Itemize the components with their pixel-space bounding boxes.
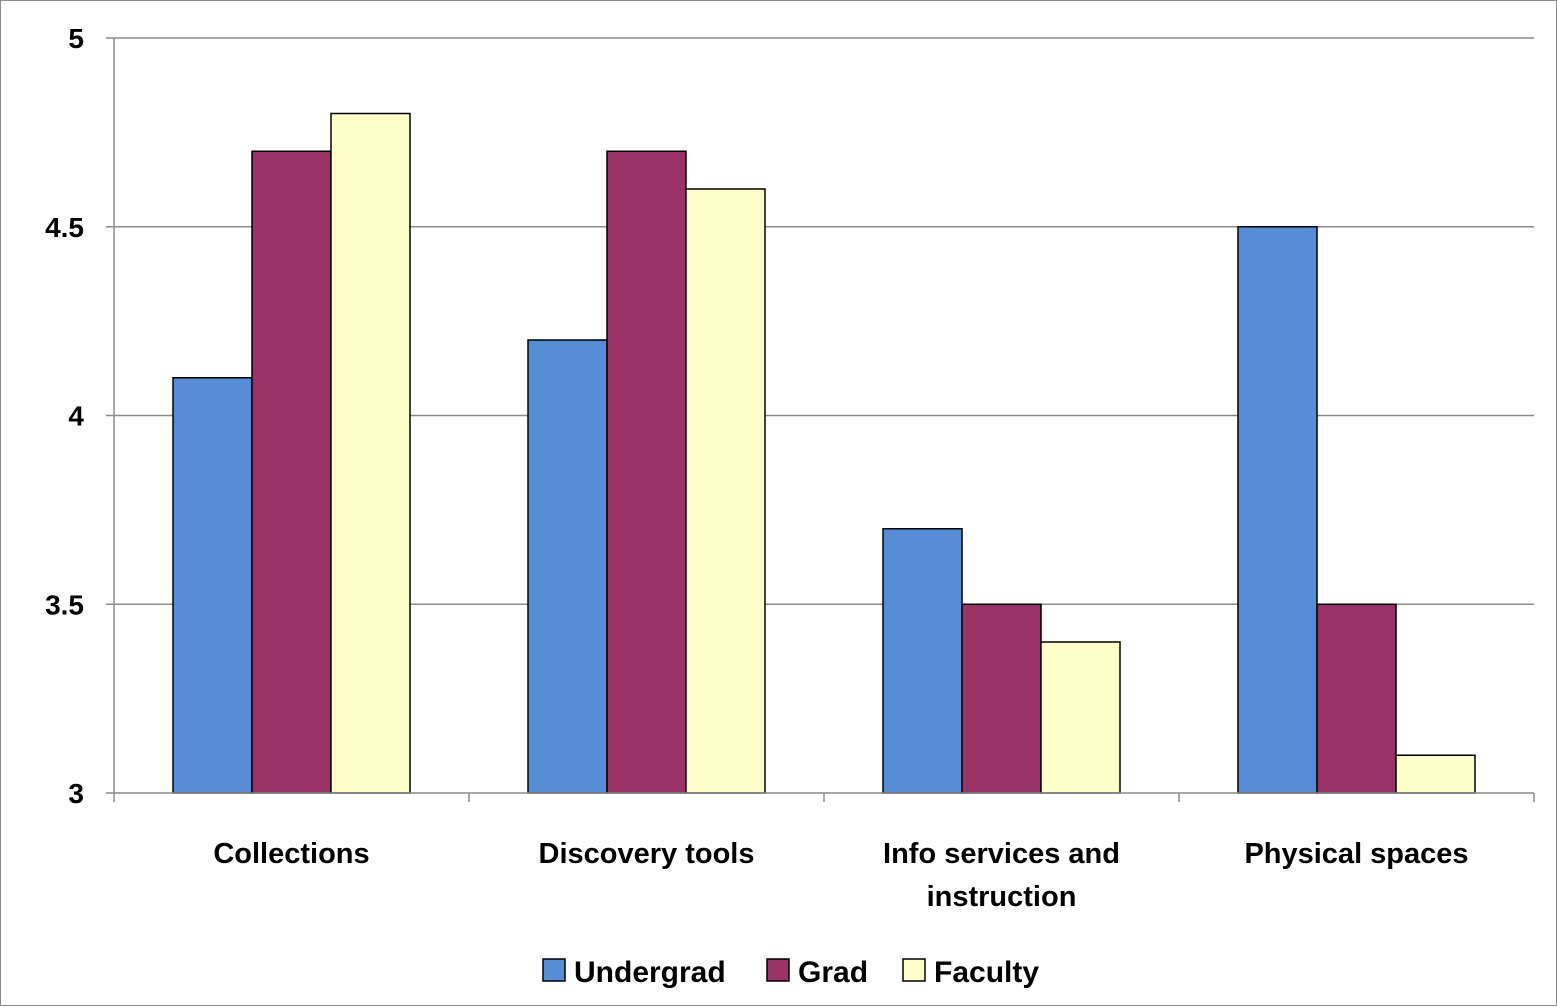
bar-undergrad-1	[172, 377, 253, 794]
legend-label-undergrad: Undergrad	[574, 956, 726, 989]
bar-grad-1	[251, 150, 332, 794]
legend-label-faculty: Faculty	[934, 956, 1039, 989]
legend-swatch-undergrad	[542, 958, 566, 982]
bars	[172, 112, 1476, 794]
y-tick-label: 4	[68, 401, 84, 432]
bar-faculty-4	[1395, 754, 1476, 794]
y-tick-labels: 3 3.5 4 4.5 5	[45, 23, 84, 809]
y-tick-label: 3.5	[45, 589, 84, 620]
x-category-labels: Collections Discovery tools Info services …	[213, 838, 1468, 913]
x-category-label: instruction	[927, 881, 1077, 913]
legend-swatch-faculty	[902, 958, 926, 982]
x-category-label: Discovery tools	[539, 838, 755, 870]
legend: Undergrad Grad Faculty	[542, 956, 1039, 989]
y-tick-label: 5	[68, 23, 84, 54]
axes	[106, 37, 1535, 802]
legend-swatch-grad	[766, 958, 790, 982]
x-category-label: Physical spaces	[1244, 838, 1468, 870]
bar-grad-2	[606, 150, 687, 794]
bar-faculty-1	[330, 112, 411, 794]
legend-label-grad: Grad	[798, 956, 868, 989]
x-category-label: Collections	[213, 838, 369, 870]
bar-undergrad-3	[882, 528, 963, 794]
y-tick-label: 3	[68, 778, 84, 809]
y-tick-label: 4.5	[45, 212, 84, 243]
bar-undergrad-4	[1237, 226, 1318, 794]
bar-faculty-3	[1040, 641, 1121, 794]
bar-faculty-2	[685, 188, 766, 794]
bar-undergrad-2	[527, 339, 608, 794]
bar-grad-3	[961, 603, 1042, 794]
x-category-label: Info services and	[883, 838, 1120, 870]
bar-grad-4	[1316, 603, 1397, 794]
